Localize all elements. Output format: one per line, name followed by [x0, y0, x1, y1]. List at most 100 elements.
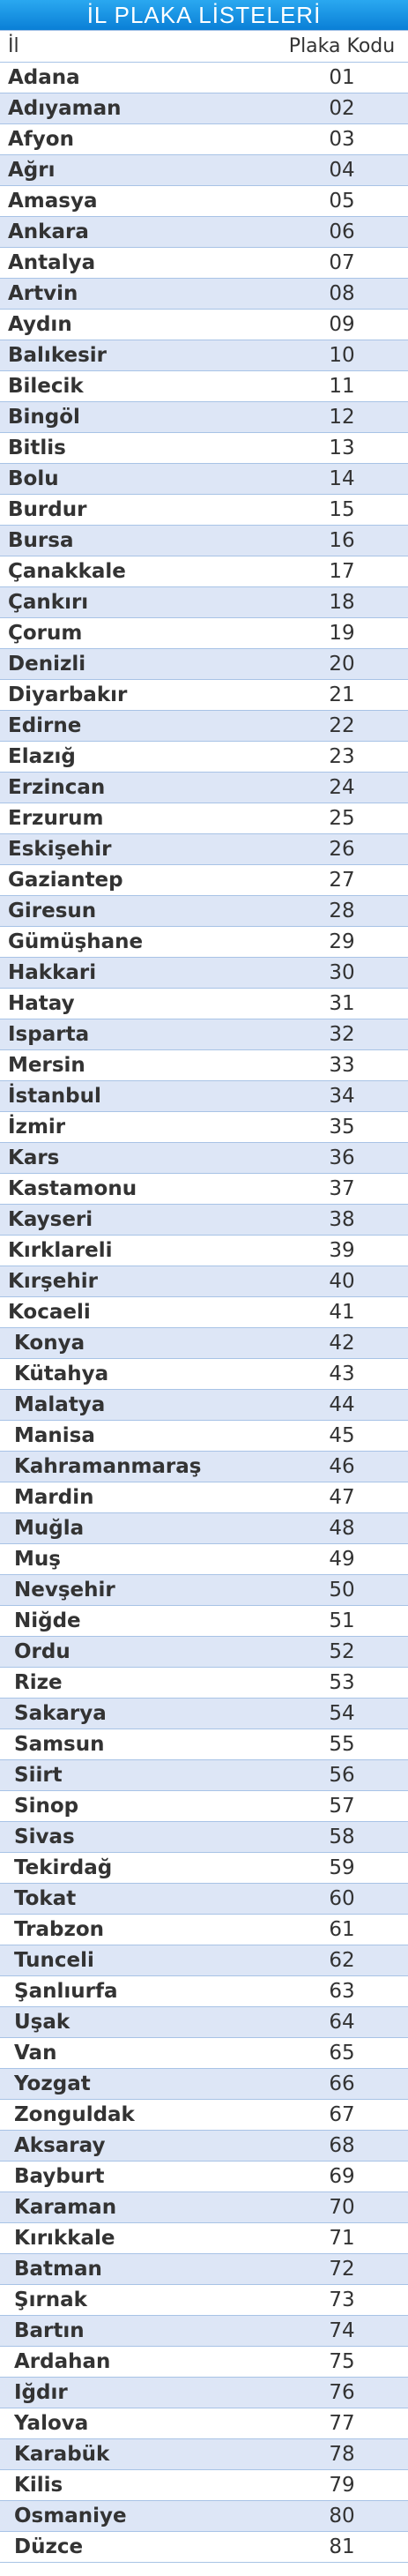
- province-name: Muş: [0, 1543, 232, 1575]
- table-header-row: İl Plaka Kodu: [0, 31, 408, 63]
- plate-code: 11: [232, 370, 408, 402]
- province-name: Iğdır: [0, 2377, 232, 2408]
- province-name: Nevşehir: [0, 1574, 232, 1606]
- plate-code: 73: [232, 2284, 408, 2316]
- table-row: Erzurum 25: [0, 803, 408, 834]
- plate-code: 58: [232, 1821, 408, 1853]
- plate-code: 61: [232, 1914, 408, 1945]
- province-name: Kocaeli: [0, 1296, 232, 1328]
- plate-code: 22: [232, 710, 408, 742]
- plate-code: 40: [232, 1266, 408, 1297]
- province-name: Tunceli: [0, 1945, 232, 1976]
- table-row: Zonguldak 67: [0, 2099, 408, 2131]
- table-row: Kilis 79: [0, 2469, 408, 2501]
- plate-code: 42: [232, 1327, 408, 1359]
- table-row: Şanlıurfa 63: [0, 1975, 408, 2007]
- plate-code-table: İl Plaka Kodu Adana 01 Adıyaman 02 Afyon 03 Ağ…: [0, 31, 408, 2563]
- table-row: Osmaniye 80: [0, 2500, 408, 2532]
- table-row: Bayburt 69: [0, 2161, 408, 2192]
- province-name: Uşak: [0, 2006, 232, 2038]
- province-name: Diyarbakır: [0, 679, 232, 711]
- province-name: Bayburt: [0, 2161, 232, 2192]
- table-row: Giresun 28: [0, 895, 408, 927]
- province-name: Karabük: [0, 2438, 232, 2470]
- plate-code: 20: [232, 648, 408, 680]
- table-row: Balıkesir 10: [0, 340, 408, 371]
- table-row: Rize 53: [0, 1667, 408, 1699]
- province-name: Çanakkale: [0, 556, 232, 587]
- plate-code: 09: [232, 309, 408, 340]
- plate-code: 04: [232, 154, 408, 186]
- plate-code: 79: [232, 2469, 408, 2501]
- province-name: Kahramanmaraş: [0, 1451, 232, 1482]
- plate-code: 06: [232, 216, 408, 248]
- province-name: Yozgat: [0, 2068, 232, 2100]
- plate-code: 72: [232, 2253, 408, 2285]
- plate-code: 67: [232, 2099, 408, 2131]
- table-row: Çanakkale 17: [0, 556, 408, 587]
- plate-code: 45: [232, 1420, 408, 1452]
- table-row: Kahramanmaraş 46: [0, 1451, 408, 1482]
- plate-code: 38: [232, 1204, 408, 1236]
- province-name: Şanlıurfa: [0, 1975, 232, 2007]
- plate-code: 37: [232, 1173, 408, 1205]
- table-row: Bolu 14: [0, 463, 408, 495]
- table-row: Karabük 78: [0, 2438, 408, 2470]
- province-name: Tekirdağ: [0, 1852, 232, 1884]
- plate-code: 14: [232, 463, 408, 495]
- table-row: Mardin 47: [0, 1482, 408, 1513]
- plate-code: 66: [232, 2068, 408, 2100]
- province-name: Ordu: [0, 1636, 232, 1668]
- table-row: Bingöl 12: [0, 401, 408, 433]
- province-name: Mardin: [0, 1482, 232, 1513]
- table-row: Kırklareli 39: [0, 1235, 408, 1266]
- province-name: Gümüşhane: [0, 926, 232, 958]
- table-row: Bitlis 13: [0, 432, 408, 464]
- plate-code: 01: [232, 62, 408, 93]
- province-name: Balıkesir: [0, 340, 232, 371]
- column-header-province: İl: [0, 31, 232, 63]
- province-name: Malatya: [0, 1389, 232, 1421]
- province-name: Edirne: [0, 710, 232, 742]
- province-name: Kırklareli: [0, 1235, 232, 1266]
- plate-code: 25: [232, 803, 408, 834]
- table-row: Manisa 45: [0, 1420, 408, 1452]
- province-name: Artvin: [0, 278, 232, 310]
- plate-code: 64: [232, 2006, 408, 2038]
- plate-code: 50: [232, 1574, 408, 1606]
- plate-code: 15: [232, 494, 408, 526]
- plate-code: 28: [232, 895, 408, 927]
- table-row: Şırnak 73: [0, 2284, 408, 2316]
- province-name: Kilis: [0, 2469, 232, 2501]
- province-name: Ankara: [0, 216, 232, 248]
- table-row: Malatya 44: [0, 1389, 408, 1421]
- province-name: Hakkari: [0, 957, 232, 989]
- province-name: Gaziantep: [0, 864, 232, 896]
- province-name: Adana: [0, 62, 232, 93]
- plate-code: 59: [232, 1852, 408, 1884]
- province-name: Afyon: [0, 123, 232, 155]
- plate-code: 51: [232, 1605, 408, 1637]
- table-row: Sinop 57: [0, 1790, 408, 1822]
- plate-code: 80: [232, 2500, 408, 2532]
- province-name: Isparta: [0, 1019, 232, 1050]
- plate-code: 39: [232, 1235, 408, 1266]
- table-row: Van 65: [0, 2037, 408, 2069]
- table-row: Trabzon 61: [0, 1914, 408, 1945]
- table-row: Karaman 70: [0, 2191, 408, 2223]
- province-name: Ardahan: [0, 2346, 232, 2378]
- province-name: Elazığ: [0, 741, 232, 773]
- province-name: Düzce: [0, 2531, 232, 2563]
- table-row: Kayseri 38: [0, 1204, 408, 1236]
- table-row: Gümüşhane 29: [0, 926, 408, 958]
- plate-code: 76: [232, 2377, 408, 2408]
- province-name: Osmaniye: [0, 2500, 232, 2532]
- plate-code: 78: [232, 2438, 408, 2470]
- plate-code: 33: [232, 1049, 408, 1081]
- plate-code: 10: [232, 340, 408, 371]
- plate-code: 52: [232, 1636, 408, 1668]
- table-row: Muş 49: [0, 1543, 408, 1575]
- table-row: Aydın 09: [0, 309, 408, 340]
- province-name: Adıyaman: [0, 93, 232, 124]
- province-name: Ağrı: [0, 154, 232, 186]
